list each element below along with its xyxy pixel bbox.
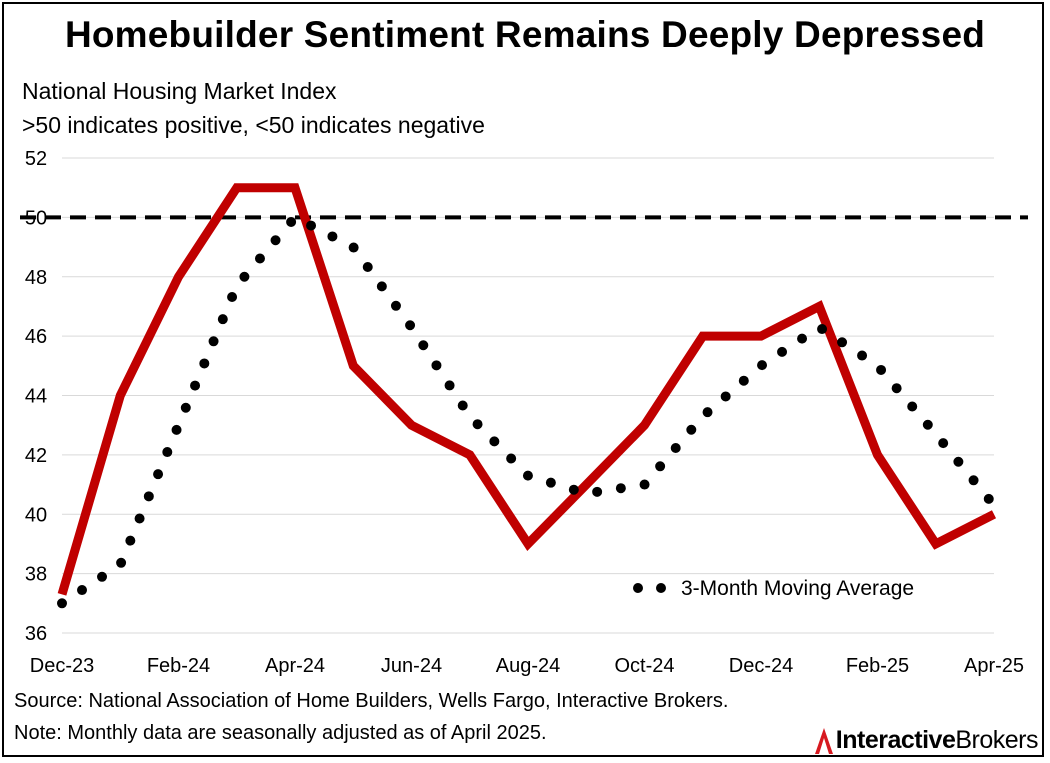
interactive-brokers-logo: Interactive Brokers (814, 726, 1038, 755)
x-tick-label: Feb-24 (147, 655, 210, 677)
data-note: Note: Monthly data are seasonally adjust… (14, 722, 547, 744)
chart-title: Homebuilder Sentiment Remains Deeply Dep… (64, 14, 986, 55)
y-tick-label: 40 (25, 504, 47, 526)
chart-subtitle-line-1: National Housing Market Index (22, 78, 337, 104)
y-tick-label: 50 (25, 207, 47, 229)
y-tick-label: 38 (25, 564, 47, 586)
x-tick-label: Oct-24 (614, 655, 674, 677)
x-tick-label: Feb-25 (846, 655, 909, 677)
x-tick-label: Jun-24 (381, 655, 442, 677)
y-tick-label: 42 (25, 445, 47, 467)
series-line-housing-market-index (57, 183, 997, 596)
x-tick-label: Apr-25 (964, 655, 1024, 677)
legend-dot-1 (633, 583, 643, 593)
x-tick-label: Dec-23 (30, 655, 94, 677)
x-tick-label: Dec-24 (729, 655, 793, 677)
y-tick-label: 52 (25, 148, 47, 170)
chart-subtitle-line-2: >50 indicates positive, <50 indicates ne… (22, 112, 485, 138)
y-tick-label: 36 (25, 623, 47, 645)
legend-label-moving-average: 3-Month Moving Average (681, 577, 914, 600)
line-chart: 36 38 40 42 44 46 48 50 52 Dec-23 Feb-24 Apr-24 Jun-… (20, 148, 1028, 677)
x-tick-label: Apr-24 (265, 655, 325, 677)
logo-flame-icon (814, 727, 833, 754)
y-tick-label: 46 (25, 326, 47, 348)
logo-text-interactive: Interactive (835, 726, 956, 754)
y-tick-label: 44 (25, 386, 47, 408)
series-line-moving-average (57, 212, 999, 609)
logo-text-brokers: Brokers (955, 726, 1038, 754)
legend-dot-2 (656, 583, 666, 593)
y-tick-label: 48 (25, 267, 47, 289)
x-tick-label: Aug-24 (496, 655, 561, 677)
source-note: Source: National Association of Home Bui… (14, 690, 729, 712)
